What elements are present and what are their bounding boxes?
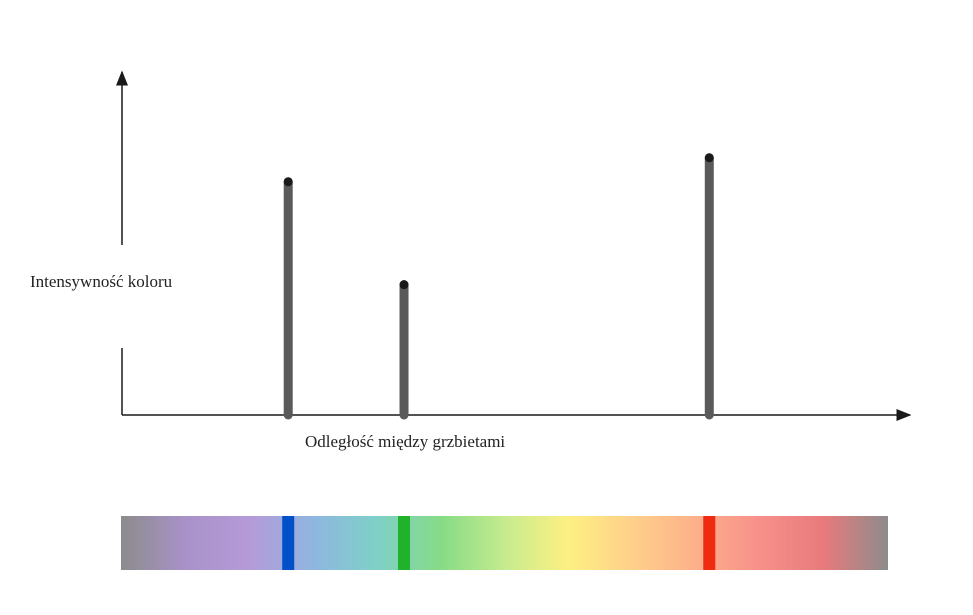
peaks-layer: [283, 153, 714, 420]
color-spectrum-bar: [121, 516, 888, 570]
spectrum-band-green: [398, 516, 411, 570]
y-axis-label: Intensywność koloru: [30, 272, 173, 291]
peak-red-tip: [704, 153, 714, 163]
spectrum-bands: [282, 516, 716, 570]
peak-green-tip: [399, 280, 409, 290]
spectrum-band-red: [703, 516, 716, 570]
x-axis-label: Odległość między grzbietami: [305, 432, 506, 451]
spectrum-band-blue: [282, 516, 295, 570]
peak-blue-tip: [283, 177, 293, 187]
